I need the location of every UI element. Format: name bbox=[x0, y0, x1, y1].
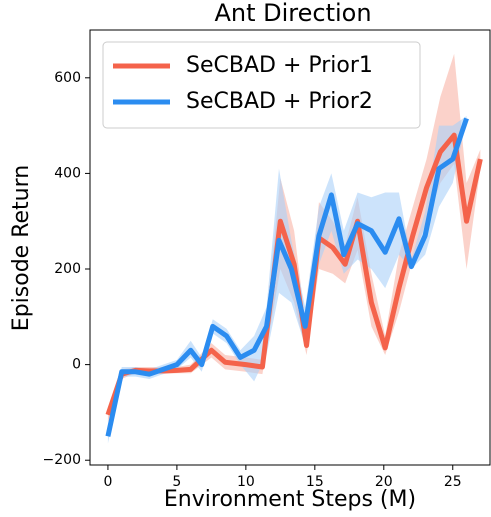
y-tick-label: 600 bbox=[54, 70, 81, 86]
x-tick-label: 25 bbox=[444, 474, 462, 490]
line bbox=[105, 132, 483, 416]
error-band bbox=[107, 116, 467, 444]
x-tick-label: 20 bbox=[375, 474, 393, 490]
x-tick-label: 5 bbox=[172, 474, 181, 490]
plot-frame bbox=[89, 29, 491, 466]
x-tick-label: 15 bbox=[306, 474, 324, 490]
x-tick-label: 10 bbox=[237, 474, 255, 490]
legend-label: SeCBAD + Prior1 bbox=[186, 53, 373, 78]
y-tick-label: 0 bbox=[72, 357, 81, 373]
legend-box bbox=[102, 41, 421, 129]
legend-label: SeCBAD + Prior2 bbox=[186, 89, 373, 114]
y-axis-label: Episode Return bbox=[9, 165, 34, 331]
x-tick-label: 0 bbox=[103, 474, 112, 490]
y-tick-label: 200 bbox=[54, 261, 81, 277]
y-tick-label: 400 bbox=[54, 165, 81, 181]
x-axis-label: Environment Steps (M) bbox=[164, 487, 416, 512]
y-tick-label: −200 bbox=[43, 452, 81, 468]
chart-title: Ant Direction bbox=[214, 0, 371, 27]
line bbox=[105, 117, 469, 437]
